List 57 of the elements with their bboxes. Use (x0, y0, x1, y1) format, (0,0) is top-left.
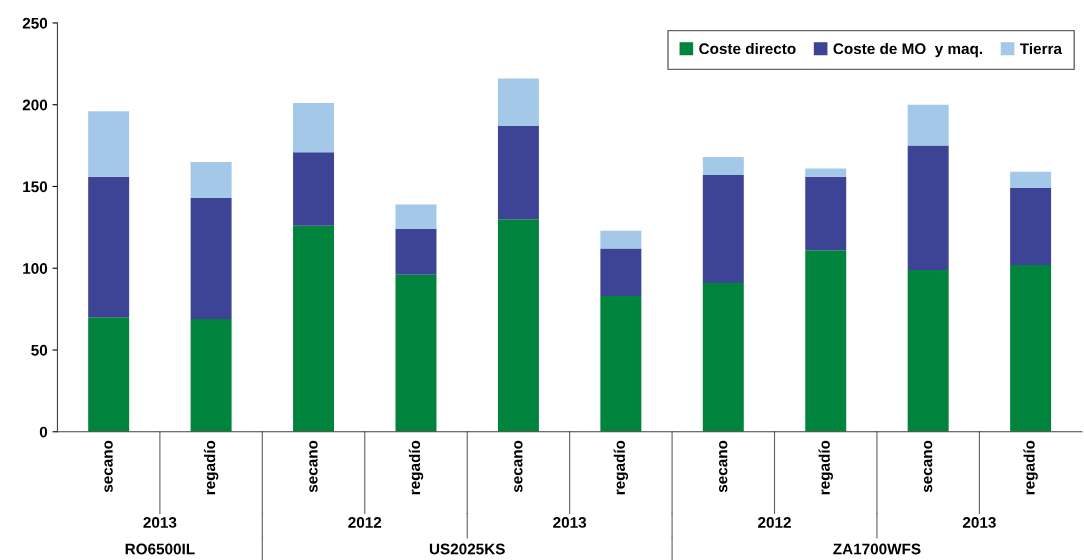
legend-label: Coste directo (699, 42, 796, 55)
bar (395, 274, 437, 432)
text: RO6500IL (125, 543, 195, 555)
x-tick-label: regadío (818, 440, 833, 495)
bar (395, 204, 437, 229)
bar (190, 318, 232, 432)
x-tick-label: regadío (203, 440, 219, 495)
text: ZA1700WFS (833, 543, 921, 555)
x-tick-label: secano (309, 440, 318, 493)
bar (293, 225, 335, 432)
x-tick-label: secano (719, 440, 728, 493)
bar (497, 78, 539, 126)
y-tick-label: 50 (31, 344, 48, 356)
bar (805, 168, 847, 177)
bar (395, 229, 437, 275)
x-tick-label: regadío (613, 440, 629, 495)
legend-label: Tierra (1019, 42, 1063, 55)
x-tick-label: secano (923, 440, 933, 493)
text: 2012 (348, 517, 382, 528)
bar (600, 248, 642, 297)
text: 2013 (143, 517, 177, 528)
bar (293, 152, 335, 226)
bar (190, 197, 232, 319)
bar (497, 125, 539, 220)
text: 2013 (962, 517, 996, 528)
x-tick-label: regadío (408, 440, 424, 495)
bar (702, 175, 744, 283)
bar (600, 230, 642, 249)
x-tick-label: secano (104, 440, 113, 493)
bar (1010, 188, 1052, 265)
y-tick-label: 200 (22, 99, 48, 111)
bar (190, 161, 232, 198)
bar (1010, 171, 1052, 189)
bar (907, 269, 949, 432)
bar (702, 282, 744, 432)
bar (805, 176, 847, 251)
y-tick-label: 150 (23, 181, 48, 193)
bar (1010, 264, 1052, 432)
x-tick-label: secano (514, 440, 523, 493)
bar (88, 111, 130, 177)
text: 2012 (758, 517, 791, 528)
legend-label: Coste de MO y maq. (833, 42, 983, 58)
x-tick-label: regadío (1023, 440, 1038, 495)
bar (702, 157, 744, 176)
text: 2013 (553, 517, 587, 528)
y-tick-label: 100 (23, 263, 48, 274)
bar (805, 250, 847, 432)
bar (907, 145, 949, 270)
bar (293, 103, 335, 153)
text: US2025KS (429, 543, 505, 555)
bar (497, 219, 539, 432)
bar (907, 104, 949, 146)
bar (600, 296, 642, 432)
y-tick-label: 250 (22, 17, 48, 29)
y-tick-label: 0 (39, 426, 48, 438)
bar (88, 176, 130, 318)
bar (88, 317, 130, 432)
